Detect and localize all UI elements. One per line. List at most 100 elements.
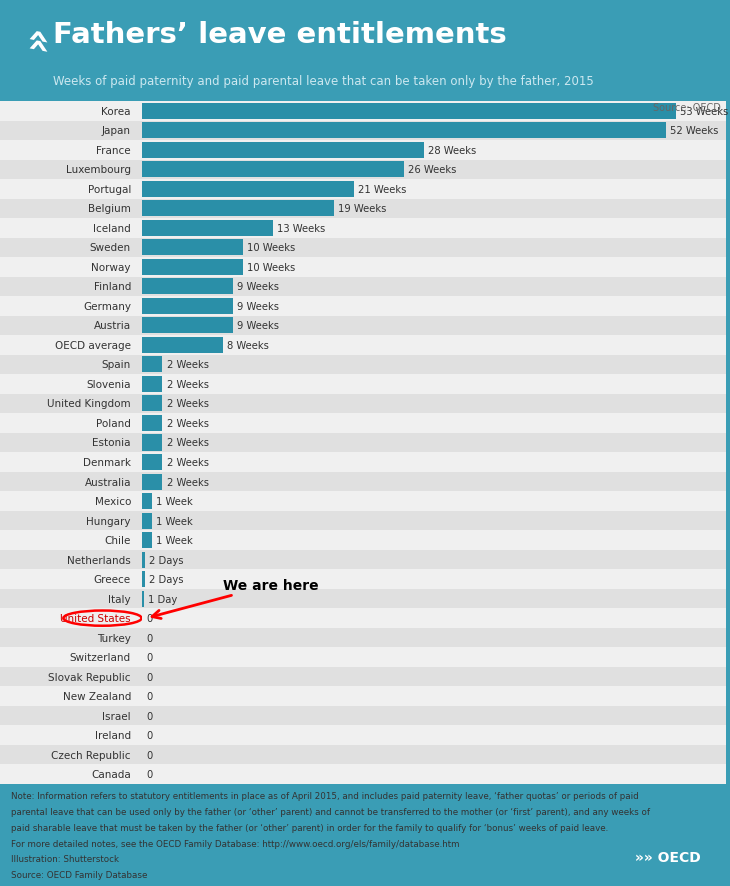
Bar [142, 277, 726, 297]
Bar [0, 316, 142, 336]
Bar [0, 511, 142, 531]
Text: Estonia: Estonia [93, 438, 131, 448]
Bar [142, 182, 354, 198]
Text: Netherlands: Netherlands [67, 555, 131, 565]
Text: 0: 0 [147, 633, 153, 643]
Text: parental leave that can be used only by the father (or ‘other’ parent) and canno: parental leave that can be used only by … [11, 807, 650, 816]
Text: 8 Weeks: 8 Weeks [227, 340, 269, 351]
Bar [142, 511, 726, 531]
Text: 1 Day: 1 Day [147, 594, 177, 604]
Bar [142, 219, 726, 238]
Text: 19 Weeks: 19 Weeks [338, 204, 386, 214]
Text: United Kingdom: United Kingdom [47, 399, 131, 409]
Bar [0, 414, 142, 433]
Bar [142, 474, 163, 490]
Text: 2 Weeks: 2 Weeks [166, 418, 209, 429]
Bar [142, 550, 726, 570]
Text: Weeks of paid paternity and paid parental leave that can be taken only by the fa: Weeks of paid paternity and paid parenta… [53, 75, 593, 88]
Text: Sweden: Sweden [90, 243, 131, 253]
Bar [0, 375, 142, 394]
Text: Germany: Germany [83, 301, 131, 312]
Bar [142, 453, 726, 472]
Bar [142, 160, 726, 180]
Bar [142, 141, 726, 160]
Bar [142, 336, 726, 355]
Text: »» OECD: »» OECD [635, 851, 701, 865]
Text: OECD average: OECD average [55, 340, 131, 351]
Bar [142, 201, 334, 217]
Bar [0, 394, 142, 414]
Bar [0, 199, 142, 219]
Bar [142, 609, 726, 628]
Bar [142, 180, 726, 199]
Text: 1 Week: 1 Week [156, 516, 193, 526]
Bar [0, 648, 142, 667]
Text: 9 Weeks: 9 Weeks [237, 282, 279, 292]
Text: Greece: Greece [94, 574, 131, 585]
Text: 2 Weeks: 2 Weeks [166, 360, 209, 370]
Text: 52 Weeks: 52 Weeks [670, 126, 718, 136]
Bar [142, 396, 163, 412]
Bar [0, 160, 142, 180]
Bar [142, 414, 726, 433]
Bar [142, 297, 726, 316]
Text: 2 Days: 2 Days [150, 555, 184, 565]
Text: 13 Weeks: 13 Weeks [277, 223, 326, 234]
Bar [0, 472, 142, 492]
Text: United States: United States [61, 613, 131, 624]
Text: 2 Weeks: 2 Weeks [166, 438, 209, 448]
Text: Portugal: Portugal [88, 184, 131, 195]
Text: Mexico: Mexico [95, 496, 131, 507]
Text: Spain: Spain [101, 360, 131, 370]
Text: Iceland: Iceland [93, 223, 131, 234]
Bar [0, 453, 142, 472]
Bar [0, 531, 142, 550]
Bar [142, 240, 243, 256]
Bar [0, 102, 142, 121]
Bar [0, 180, 142, 199]
Text: 10 Weeks: 10 Weeks [247, 262, 296, 273]
Bar [142, 143, 424, 159]
Text: 2 Weeks: 2 Weeks [166, 399, 209, 409]
Bar [142, 570, 726, 589]
Text: Italy: Italy [108, 594, 131, 604]
Text: Norway: Norway [91, 262, 131, 273]
Text: 0: 0 [147, 691, 153, 702]
Text: Canada: Canada [91, 769, 131, 780]
Text: 26 Weeks: 26 Weeks [408, 165, 456, 175]
Text: 2 Days: 2 Days [150, 574, 184, 585]
Text: 2 Weeks: 2 Weeks [166, 379, 209, 390]
Text: Hungary: Hungary [86, 516, 131, 526]
Bar [142, 552, 145, 568]
Bar [142, 472, 726, 492]
Bar [0, 667, 142, 687]
Bar [142, 628, 726, 648]
Bar [142, 455, 163, 470]
Text: paid sharable leave that must be taken by the father (or ‘other’ parent) in orde: paid sharable leave that must be taken b… [11, 823, 608, 832]
Text: Chile: Chile [104, 535, 131, 546]
Text: Australia: Australia [85, 477, 131, 487]
Text: 9 Weeks: 9 Weeks [237, 321, 279, 331]
Bar [142, 221, 273, 237]
Text: For more detailed notes, see the OECD Family Database: http://www.oecd.org/els/f: For more detailed notes, see the OECD Fa… [11, 839, 459, 848]
Text: 0: 0 [147, 730, 153, 741]
Text: 9 Weeks: 9 Weeks [237, 301, 279, 312]
Text: 2 Weeks: 2 Weeks [166, 457, 209, 468]
Text: 53 Weeks: 53 Weeks [680, 106, 729, 117]
Text: Source: OECD: Source: OECD [653, 103, 721, 113]
Bar [142, 394, 726, 414]
Text: 0: 0 [147, 750, 153, 760]
Bar [0, 726, 142, 745]
Bar [142, 121, 726, 141]
Bar [0, 355, 142, 375]
Text: 0: 0 [147, 613, 153, 624]
Bar [0, 336, 142, 355]
Text: 21 Weeks: 21 Weeks [358, 184, 406, 195]
Text: Note: Information refers to statutory entitlements in place as of April 2015, an: Note: Information refers to statutory en… [11, 791, 639, 800]
FancyBboxPatch shape [540, 769, 730, 886]
Text: Poland: Poland [96, 418, 131, 429]
Bar [142, 492, 726, 511]
Bar [142, 726, 726, 745]
Bar [0, 706, 142, 726]
Bar [142, 648, 726, 667]
